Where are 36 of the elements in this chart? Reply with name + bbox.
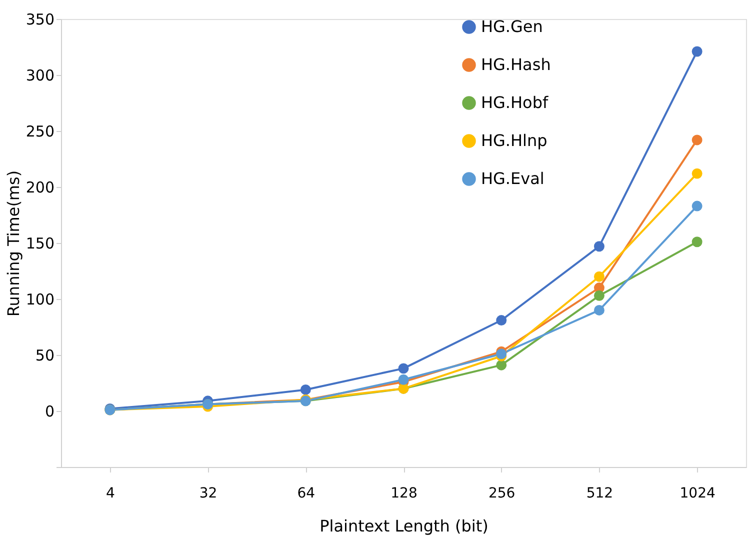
x-axis-title: Plaintext Length (bit) bbox=[320, 516, 488, 536]
point bbox=[692, 134, 702, 146]
x-tick-label: 128 bbox=[390, 486, 418, 502]
legend-label: HG.Gen bbox=[481, 17, 543, 36]
legend-label: HG.Hlnp bbox=[481, 131, 548, 150]
point bbox=[692, 168, 702, 179]
y-tick-label: 350 bbox=[26, 10, 54, 28]
point bbox=[496, 360, 507, 370]
point bbox=[398, 374, 409, 385]
point bbox=[496, 315, 507, 326]
point bbox=[594, 290, 604, 301]
legend-label: HG.Eval bbox=[481, 169, 544, 188]
x-tick-label: 64 bbox=[297, 486, 316, 502]
legend-label: HG.Hobf bbox=[481, 93, 548, 112]
x-tick-label: 1024 bbox=[680, 486, 716, 502]
point bbox=[594, 241, 604, 252]
point bbox=[594, 304, 604, 316]
y-tick-label: 0 bbox=[44, 402, 54, 420]
y-tick-label: 100 bbox=[26, 290, 54, 308]
point bbox=[300, 384, 311, 395]
point bbox=[398, 363, 409, 374]
point bbox=[594, 271, 604, 282]
x-tick-label: 4 bbox=[106, 486, 115, 502]
point bbox=[692, 46, 702, 57]
y-tick-label: 300 bbox=[26, 66, 54, 84]
y-tick-label: 50 bbox=[35, 346, 54, 364]
y-tick-label: 150 bbox=[26, 234, 54, 252]
y-tick-label: 200 bbox=[26, 178, 54, 196]
point bbox=[692, 200, 702, 212]
y-tick-label: 250 bbox=[26, 122, 54, 140]
x-tick-label: 512 bbox=[586, 486, 614, 502]
x-tick-label: 256 bbox=[488, 486, 516, 502]
y-axis-title: Running Time(ms) bbox=[4, 170, 23, 317]
x-tick-label: 32 bbox=[199, 486, 218, 502]
point bbox=[692, 236, 702, 248]
legend-label: HG.Hash bbox=[481, 55, 551, 74]
